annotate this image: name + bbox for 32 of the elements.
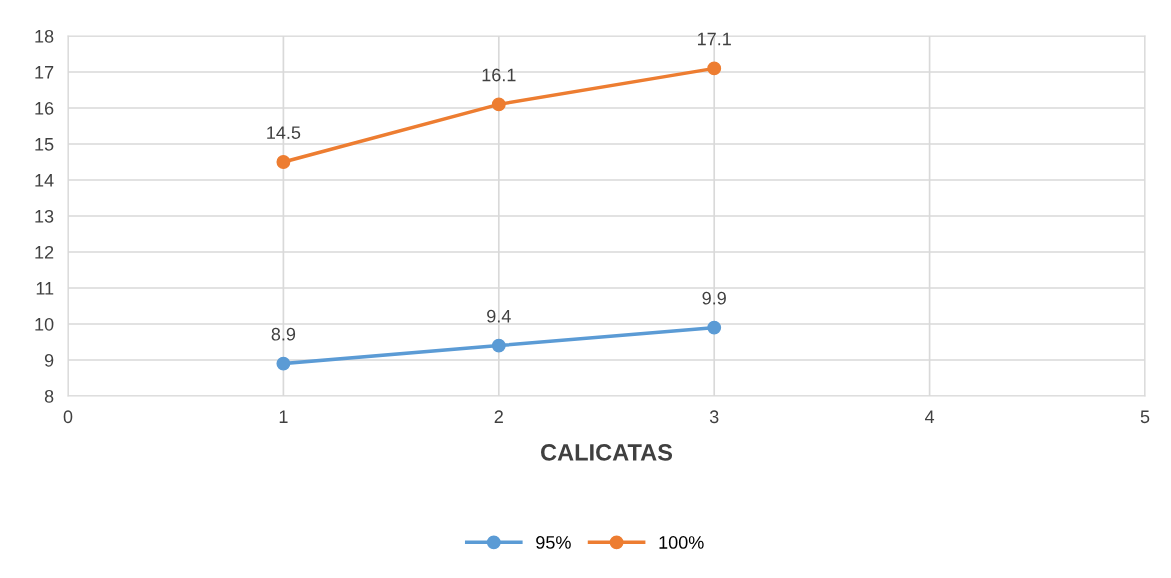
y-tick-label: 18 xyxy=(35,29,54,43)
data-label: 17.1 xyxy=(698,32,731,46)
y-tick-label: 9 xyxy=(44,353,54,367)
y-tick-label: 16 xyxy=(35,101,54,115)
data-label: 9.4 xyxy=(487,309,511,323)
x-tick-label: 5 xyxy=(1140,410,1150,424)
point xyxy=(707,320,722,335)
point xyxy=(491,338,506,353)
point xyxy=(276,155,291,169)
y-tick-label: 14 xyxy=(35,174,54,187)
data-label: 16.1 xyxy=(482,68,516,82)
x-tick-label: 1 xyxy=(279,410,288,423)
y-tick-label: 10 xyxy=(35,317,54,331)
point xyxy=(707,61,722,76)
y-tick-label: 8 xyxy=(44,389,54,403)
point xyxy=(491,97,506,112)
y-tick-label: 17 xyxy=(35,66,54,79)
legend-label: 95% xyxy=(536,536,571,549)
x-tick-label: 0 xyxy=(63,410,73,424)
x-tick-label: 4 xyxy=(924,410,935,423)
data-label: 8.9 xyxy=(271,327,296,341)
point xyxy=(276,356,291,371)
y-tick-label: 15 xyxy=(35,138,54,151)
y-tick-label: 12 xyxy=(35,245,54,259)
x-tick-label: 3 xyxy=(709,410,719,424)
data-label: 9.9 xyxy=(702,291,726,305)
legend-label: 100% xyxy=(659,536,704,549)
data-label: 14.5 xyxy=(267,126,301,139)
x-axis-title: CALICATAS xyxy=(541,444,673,461)
x-tick-label: 2 xyxy=(494,410,503,423)
y-tick-label: 13 xyxy=(35,209,54,223)
y-tick-label: 11 xyxy=(36,282,54,295)
